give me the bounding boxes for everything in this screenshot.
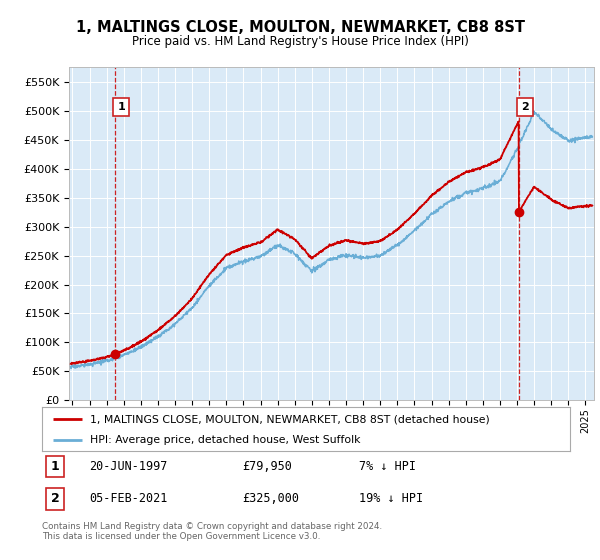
Text: 2: 2 — [521, 102, 529, 112]
Text: Contains HM Land Registry data © Crown copyright and database right 2024.
This d: Contains HM Land Registry data © Crown c… — [42, 522, 382, 542]
Text: HPI: Average price, detached house, West Suffolk: HPI: Average price, detached house, West… — [89, 435, 360, 445]
Text: 7% ↓ HPI: 7% ↓ HPI — [359, 460, 416, 473]
Text: 1, MALTINGS CLOSE, MOULTON, NEWMARKET, CB8 8ST (detached house): 1, MALTINGS CLOSE, MOULTON, NEWMARKET, C… — [89, 414, 489, 424]
Text: Price paid vs. HM Land Registry's House Price Index (HPI): Price paid vs. HM Land Registry's House … — [131, 35, 469, 48]
Text: 1: 1 — [51, 460, 59, 473]
Text: 19% ↓ HPI: 19% ↓ HPI — [359, 492, 423, 505]
Text: 20-JUN-1997: 20-JUN-1997 — [89, 460, 168, 473]
Text: 2: 2 — [51, 492, 59, 505]
Text: 1, MALTINGS CLOSE, MOULTON, NEWMARKET, CB8 8ST: 1, MALTINGS CLOSE, MOULTON, NEWMARKET, C… — [76, 20, 524, 35]
Text: 1: 1 — [117, 102, 125, 112]
Text: £325,000: £325,000 — [242, 492, 299, 505]
Text: £79,950: £79,950 — [242, 460, 293, 473]
Text: 05-FEB-2021: 05-FEB-2021 — [89, 492, 168, 505]
